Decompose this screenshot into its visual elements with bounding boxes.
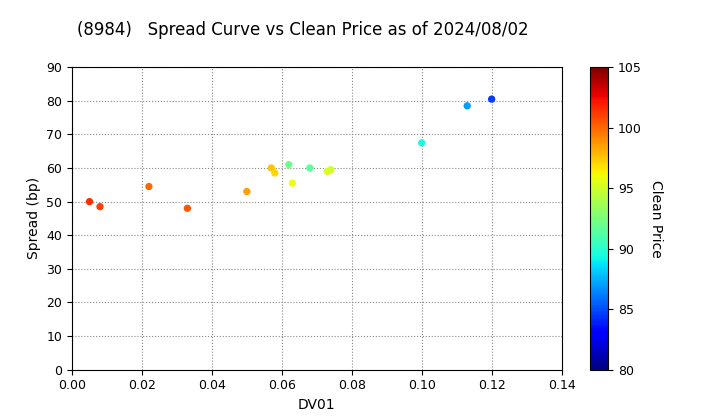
Point [322, 168, 333, 175]
Point [269, 170, 281, 176]
Point [325, 166, 336, 173]
Point [84, 198, 95, 205]
Point [416, 139, 428, 146]
X-axis label: DV01: DV01 [298, 398, 336, 412]
Y-axis label: Spread (bp): Spread (bp) [27, 177, 41, 260]
Point [94, 203, 106, 210]
Point [462, 102, 473, 109]
Point [287, 180, 298, 186]
Point [304, 165, 315, 171]
Point [181, 205, 193, 212]
Point [266, 165, 277, 171]
Y-axis label: Clean Price: Clean Price [649, 179, 663, 257]
Point [241, 188, 253, 195]
Point [143, 183, 155, 190]
Point [283, 161, 294, 168]
Point [486, 96, 498, 102]
Text: (8984)   Spread Curve vs Clean Price as of 2024/08/02: (8984) Spread Curve vs Clean Price as of… [76, 21, 528, 39]
